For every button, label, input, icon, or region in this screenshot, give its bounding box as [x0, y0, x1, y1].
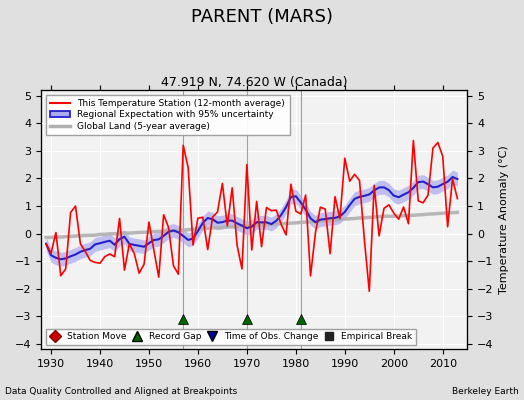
Title: 47.919 N, 74.620 W (Canada): 47.919 N, 74.620 W (Canada): [161, 76, 347, 89]
Text: PARENT (MARS): PARENT (MARS): [191, 8, 333, 26]
Y-axis label: Temperature Anomaly (°C): Temperature Anomaly (°C): [499, 145, 509, 294]
Legend: Station Move, Record Gap, Time of Obs. Change, Empirical Break: Station Move, Record Gap, Time of Obs. C…: [46, 328, 416, 345]
Text: Data Quality Controlled and Aligned at Breakpoints: Data Quality Controlled and Aligned at B…: [5, 387, 237, 396]
Text: Berkeley Earth: Berkeley Earth: [452, 387, 519, 396]
